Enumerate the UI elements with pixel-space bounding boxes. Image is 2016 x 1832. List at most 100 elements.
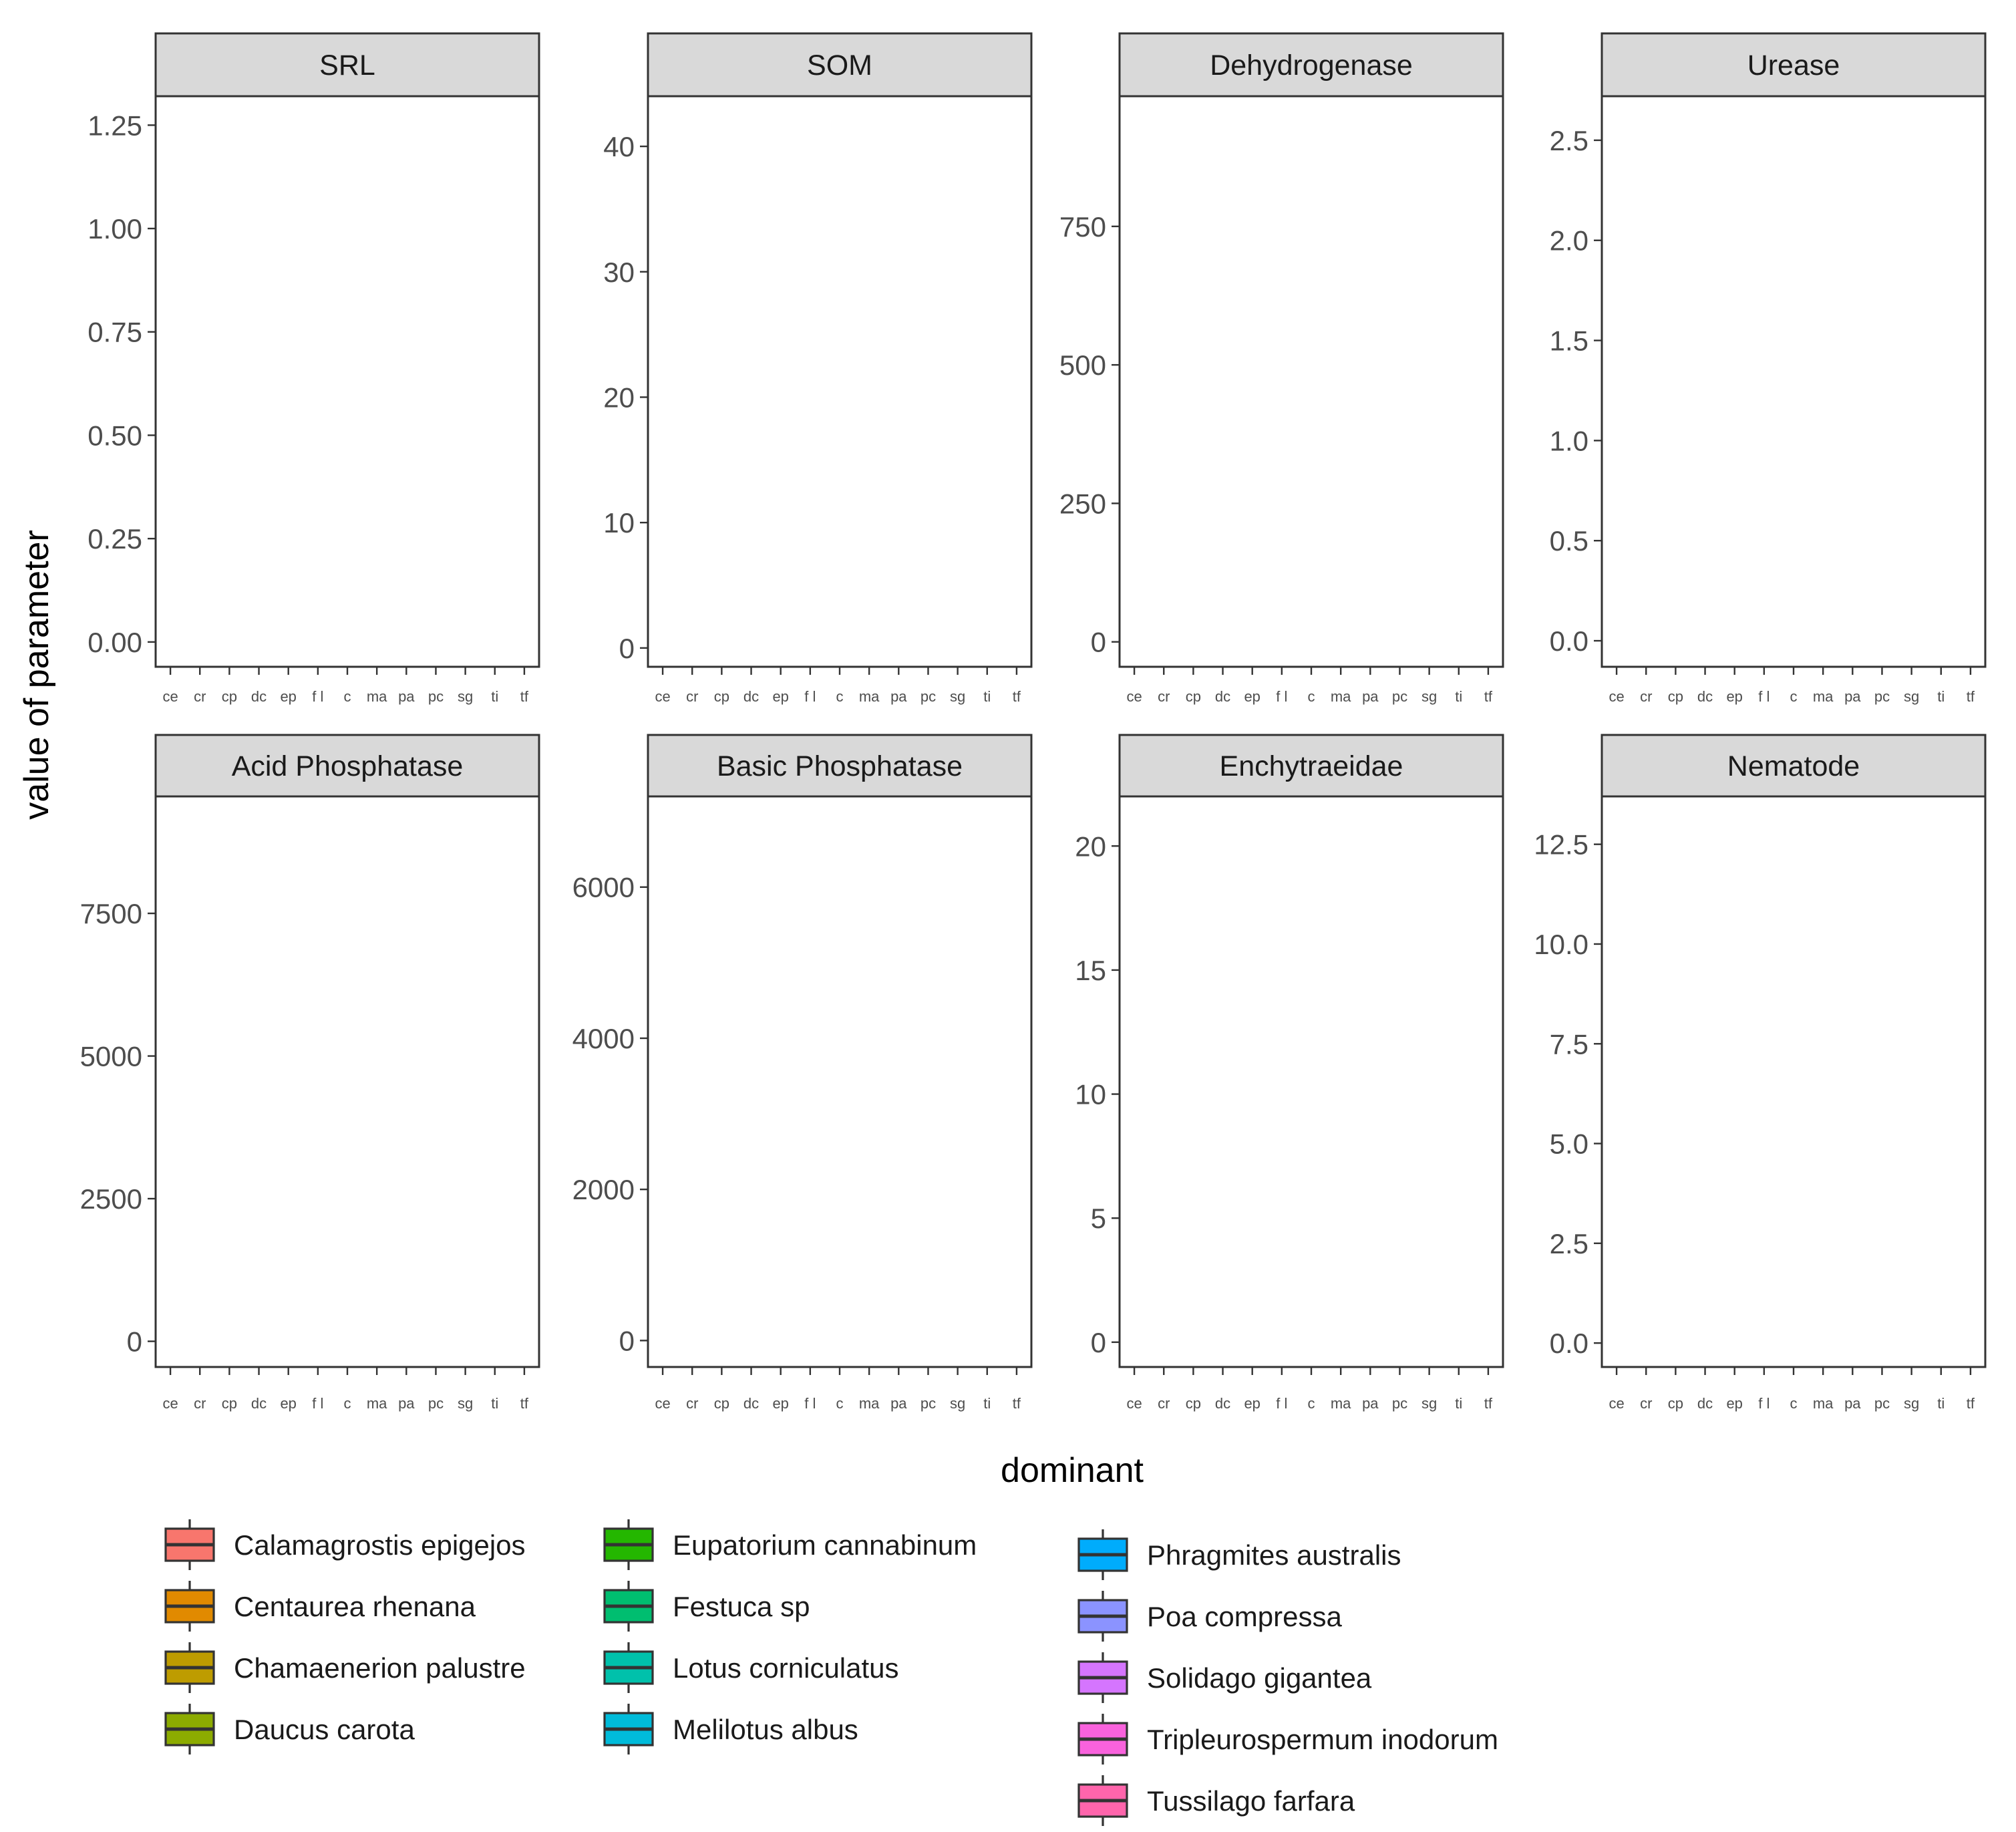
y-tick-label: 0.0 [1550, 1328, 1588, 1359]
x-tick-label: tf [1484, 1395, 1493, 1412]
x-tick-label: cr [1640, 1395, 1652, 1412]
legend-item: Tripleurospermum inodorum [1077, 1714, 1498, 1765]
facet-title: SRL [319, 49, 375, 82]
y-tick-label: 0.00 [88, 627, 142, 658]
x-tick-label: c [344, 688, 351, 705]
x-tick-label: c [836, 688, 844, 705]
x-tick-label: dc [1697, 688, 1713, 705]
x-tick-label: tf [520, 1395, 529, 1412]
panel-4: Acid Phosphatase 0 2500 5000 7500 ce cr cp dc ep f… [80, 734, 540, 1412]
x-tick-label: ce [655, 1395, 670, 1412]
x-tick-label: sg [458, 688, 473, 705]
x-tick-label: cp [714, 1395, 729, 1412]
x-tick-label: sg [1421, 688, 1437, 705]
x-tick-label: sg [1904, 688, 1919, 705]
y-tick-label: 5000 [80, 1041, 142, 1072]
x-tick-label: cr [1158, 1395, 1170, 1412]
y-tick-label: 0 [619, 633, 635, 664]
legend-label: Centaurea rhenana [234, 1591, 476, 1622]
x-tick-label: cp [1668, 688, 1683, 705]
x-tick-label: tf [1967, 1395, 1975, 1412]
x-tick-label: dc [743, 1395, 759, 1412]
y-tick-label: 2500 [80, 1183, 142, 1215]
facet-strip [1601, 734, 1987, 798]
y-tick-label: 20 [603, 381, 635, 413]
panel-border [154, 795, 540, 1368]
y-tick-label: 10 [603, 507, 635, 539]
x-tick-label: ti [983, 688, 991, 705]
x-tick-label: ep [1244, 688, 1260, 705]
x-tick-label: f l [804, 1395, 816, 1412]
legend-item: Calamagrostis epigejos [164, 1519, 526, 1570]
x-tick-label: c [344, 1395, 351, 1412]
x-tick-label: cp [1186, 1395, 1201, 1412]
x-tick-label: f l [1758, 1395, 1770, 1412]
facet-strip [1118, 734, 1504, 798]
legend-label: Solidago gigantea [1147, 1662, 1372, 1694]
legend-label: Festuca sp [673, 1591, 810, 1622]
x-tick-label: sg [458, 1395, 473, 1412]
y-tick-label: 0 [1091, 1327, 1106, 1358]
x-tick-label: pc [428, 1395, 444, 1412]
y-tick-label: 2.0 [1550, 225, 1588, 257]
x-tick-label: cr [686, 688, 698, 705]
y-tick-label: 15 [1075, 955, 1106, 986]
y-tick-label: 5.0 [1550, 1128, 1588, 1160]
legend-label: Daucus carota [234, 1714, 415, 1745]
panel-0: SRL 0.00 0.25 0.50 0.75 1.00 1.25 ce cr cp dc ep f l… [88, 32, 540, 705]
x-tick-label: dc [1215, 1395, 1230, 1412]
legend-item: Chamaenerion palustre [164, 1642, 526, 1693]
x-tick-label: c [1790, 1395, 1798, 1412]
x-tick-label: cr [1640, 688, 1652, 705]
x-tick-label: pa [1844, 688, 1861, 705]
y-tick-label: 1.25 [88, 110, 142, 141]
legend-item: Lotus corniculatus [603, 1642, 899, 1693]
legend-item: Solidago gigantea [1077, 1652, 1372, 1703]
y-tick-label: 0 [619, 1325, 635, 1356]
panel-border [1118, 795, 1504, 1368]
legend-item: Eupatorium cannabinum [603, 1519, 977, 1570]
y-tick-label: 0.75 [88, 317, 142, 348]
x-tick-label: tf [1967, 688, 1975, 705]
x-tick-label: pa [890, 688, 907, 705]
facet-title: Enchytraeidae [1220, 750, 1403, 782]
y-tick-label: 40 [603, 131, 635, 162]
x-tick-label: ep [1726, 688, 1742, 705]
panel-1: SOM 0 10 20 30 40 ce cr cp dc ep f l c ma pa pc sg ti tf [603, 32, 1033, 705]
x-tick-label: sg [1421, 1395, 1437, 1412]
x-tick-label: ma [859, 688, 880, 705]
legend: Calamagrostis epigejos Centaurea rhenana C… [164, 1519, 1498, 1826]
x-tick-label: ti [1937, 688, 1945, 705]
x-tick-label: sg [950, 1395, 965, 1412]
x-tick-label: pc [1392, 688, 1407, 705]
x-tick-label: dc [251, 1395, 267, 1412]
x-tick-label: cr [1158, 688, 1170, 705]
x-tick-label: ma [1331, 688, 1351, 705]
x-tick-label: cr [194, 1395, 206, 1412]
x-tick-label: f l [804, 688, 816, 705]
y-tick-label: 7500 [80, 898, 142, 929]
facet-strip [1601, 32, 1987, 98]
y-tick-label: 6000 [572, 872, 635, 903]
x-tick-label: cr [686, 1395, 698, 1412]
y-tick-label: 12.5 [1534, 829, 1588, 861]
y-tick-label: 0.50 [88, 420, 142, 451]
x-tick-label: ep [1726, 1395, 1742, 1412]
y-tick-label: 2.5 [1550, 125, 1588, 156]
x-tick-label: cp [1186, 688, 1201, 705]
panel-border [647, 795, 1033, 1368]
legend-item: Centaurea rhenana [164, 1581, 476, 1632]
x-tick-label: ce [1609, 688, 1624, 705]
y-tick-label: 4000 [572, 1023, 635, 1054]
x-tick-label: pc [1874, 1395, 1890, 1412]
legend-label: Melilotus albus [673, 1714, 858, 1745]
panel-border [647, 95, 1033, 668]
x-tick-label: ti [1455, 1395, 1462, 1412]
x-tick-label: pa [398, 688, 415, 705]
legend-label: Calamagrostis epigejos [234, 1529, 526, 1561]
x-tick-label: pc [920, 688, 936, 705]
legend-item: Tussilago farfara [1077, 1775, 1355, 1826]
y-tick-label: 10 [1075, 1079, 1106, 1110]
x-tick-label: c [1790, 688, 1798, 705]
